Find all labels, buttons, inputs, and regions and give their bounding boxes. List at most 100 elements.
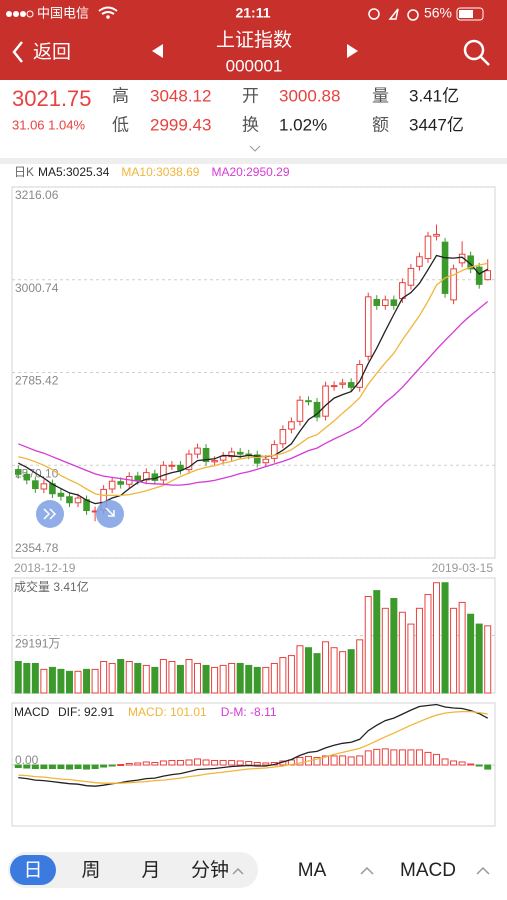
macd-bar <box>219 759 227 766</box>
macd-bar <box>211 759 219 766</box>
macd-bar <box>424 751 432 766</box>
volume-bar <box>398 611 406 694</box>
macd-bar <box>458 761 466 766</box>
overlay-button[interactable] <box>96 500 124 528</box>
macd-bar <box>415 749 423 766</box>
macd-bar <box>40 764 48 770</box>
candle-body <box>347 382 355 388</box>
volume-bar <box>168 660 176 694</box>
macd-bar <box>185 759 193 766</box>
indicator-chevron <box>360 866 374 875</box>
macd-bar <box>381 748 389 766</box>
back-button[interactable]: 返回 <box>33 41 71 63</box>
macd-bar <box>253 761 261 766</box>
candle-body <box>458 253 466 264</box>
volume-bar <box>356 639 364 694</box>
candle-body <box>66 496 73 504</box>
search-icon[interactable] <box>463 39 485 61</box>
candle-body <box>433 233 440 237</box>
header-bg <box>0 0 507 80</box>
field-label: 低 <box>112 115 129 134</box>
candle-body <box>373 298 381 306</box>
wifi-dot <box>106 15 110 19</box>
period-tab[interactable]: 周 <box>81 860 100 881</box>
candle-body <box>305 400 312 403</box>
volume-bar <box>219 664 227 694</box>
candle-body <box>228 451 235 458</box>
candle-body <box>134 475 142 481</box>
battery-level: 56% <box>424 5 452 21</box>
back-icon[interactable] <box>12 41 23 63</box>
y-tick-label: 29191万 <box>15 637 60 651</box>
macd-bar <box>176 759 184 766</box>
volume-bar <box>202 664 210 694</box>
field-label: 开 <box>242 86 259 105</box>
macd-bar <box>91 764 99 770</box>
indicator-tab[interactable]: MACD <box>400 860 456 881</box>
next-arrow[interactable] <box>347 44 358 58</box>
period-tab[interactable]: 日 <box>23 860 42 881</box>
macd-bar <box>398 749 406 766</box>
volume-bar <box>424 594 432 694</box>
macd-bar <box>356 755 364 766</box>
period-tab[interactable]: 分钟 <box>191 859 229 881</box>
period-tab[interactable]: 月 <box>141 860 160 881</box>
macd-bar <box>407 749 415 766</box>
volume-bar <box>450 607 458 694</box>
field-value: 1.02% <box>279 115 327 134</box>
macd-bar <box>108 764 116 767</box>
indicator-chevron <box>476 866 490 875</box>
candle-body <box>390 299 398 306</box>
field-value: 2999.43 <box>150 115 211 134</box>
candle-body <box>253 454 261 464</box>
volume-bar <box>475 623 483 694</box>
overlay-icon <box>43 508 57 520</box>
expand-icon[interactable] <box>249 145 261 152</box>
volume-bar <box>313 653 321 694</box>
volume-bar <box>279 657 287 694</box>
field-label: 换 <box>242 115 259 134</box>
macd-bar <box>236 760 244 766</box>
volume-bar <box>441 582 449 694</box>
volume-bar <box>185 659 193 694</box>
candle-body <box>330 385 338 388</box>
candle-body <box>14 469 22 475</box>
volume-bar <box>415 607 423 694</box>
macd-bar <box>441 758 449 766</box>
macd-legend: DIF: 92.91 <box>58 705 114 719</box>
volume-bar <box>83 668 91 694</box>
prev-arrow[interactable] <box>152 44 163 58</box>
candle-body <box>484 270 492 281</box>
x-tick-label: 2018-12-19 <box>14 561 76 575</box>
candle-body <box>168 464 176 467</box>
candle-body <box>441 241 449 294</box>
volume-bar <box>347 649 355 694</box>
macd-bar <box>23 764 31 769</box>
candle-body <box>262 458 270 464</box>
candle-body <box>236 451 244 455</box>
volume-bar <box>151 666 159 694</box>
field-label: 量 <box>372 86 389 105</box>
macd-bar <box>450 760 458 766</box>
candle-body <box>160 464 167 481</box>
y-tick-label: 3000.74 <box>15 281 59 295</box>
y-tick-label: 3216.06 <box>15 188 59 202</box>
candle-body <box>407 267 415 286</box>
macd-bar <box>14 764 22 769</box>
volume-bar <box>253 666 261 694</box>
volume-bar <box>322 641 330 694</box>
price: 3021.75 <box>12 86 92 111</box>
candle-body <box>74 497 82 504</box>
volume-bar <box>458 601 466 694</box>
volume-bar <box>23 662 31 694</box>
macd-bar <box>100 764 108 768</box>
volume-bar <box>330 647 338 694</box>
volume-bar <box>100 660 108 694</box>
macd-bar <box>262 762 270 766</box>
y-tick-label: 2785.42 <box>15 374 59 388</box>
volume-bar <box>176 664 184 694</box>
macd-bar <box>83 764 91 770</box>
indicator-tab[interactable]: MA <box>298 860 327 881</box>
candle-body <box>23 473 31 481</box>
